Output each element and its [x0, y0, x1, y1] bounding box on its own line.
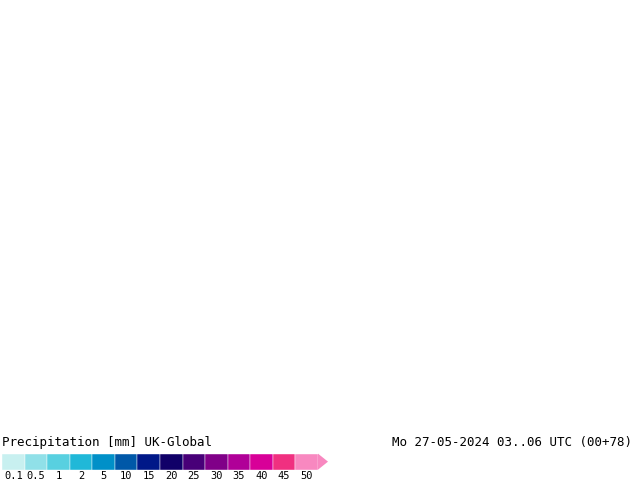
Text: 20: 20: [165, 471, 178, 481]
Bar: [25, 454, 47, 469]
Bar: [273, 454, 295, 469]
Bar: [138, 454, 160, 469]
Text: 15: 15: [143, 471, 155, 481]
Text: 30: 30: [210, 471, 223, 481]
Bar: [295, 454, 318, 469]
Text: 50: 50: [301, 471, 313, 481]
Text: 25: 25: [188, 471, 200, 481]
Bar: [2, 454, 25, 469]
Bar: [205, 454, 228, 469]
Text: 40: 40: [256, 471, 268, 481]
Text: 2: 2: [78, 471, 84, 481]
Text: 35: 35: [233, 471, 245, 481]
Bar: [160, 454, 183, 469]
Text: 45: 45: [278, 471, 290, 481]
Text: 1: 1: [55, 471, 61, 481]
Bar: [228, 454, 250, 469]
Text: Mo 27-05-2024 03..06 UTC (00+78): Mo 27-05-2024 03..06 UTC (00+78): [392, 436, 632, 449]
Bar: [250, 454, 273, 469]
Bar: [183, 454, 205, 469]
Bar: [115, 454, 138, 469]
FancyArrow shape: [318, 454, 328, 469]
Bar: [47, 454, 70, 469]
Bar: [93, 454, 115, 469]
Text: 10: 10: [120, 471, 133, 481]
Text: 0.1: 0.1: [4, 471, 23, 481]
Text: Precipitation [mm] UK-Global: Precipitation [mm] UK-Global: [2, 436, 212, 449]
Bar: [70, 454, 93, 469]
Text: 0.5: 0.5: [27, 471, 45, 481]
Text: 5: 5: [100, 471, 107, 481]
